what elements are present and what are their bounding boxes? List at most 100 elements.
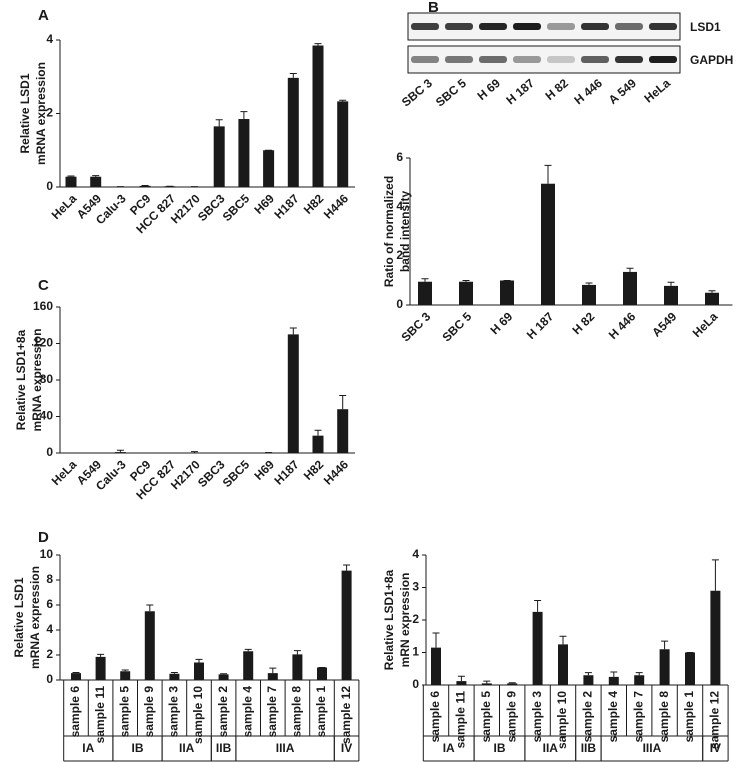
x-tick-label: sample 3 (530, 691, 544, 743)
group-label: IB (494, 741, 506, 755)
group-label: IIIA (276, 741, 295, 755)
y-tick-label: 4 (46, 32, 53, 46)
error-bar (626, 267, 634, 272)
error-bar (289, 327, 297, 335)
error-bar (667, 281, 675, 286)
blot-band (615, 56, 643, 63)
error-bar (584, 672, 592, 676)
bar (312, 435, 324, 453)
y-tick-label: 2 (396, 248, 403, 262)
x-tick-label: H187 (271, 191, 301, 221)
x-tick-label: sample 9 (142, 686, 156, 738)
y-axis-label: Relative LSD1 (18, 73, 32, 153)
error-bar (215, 119, 223, 127)
error-bar (661, 640, 669, 650)
x-tick-label: sample 1 (314, 686, 328, 738)
bar (337, 409, 349, 453)
y-tick-label: 0 (396, 297, 403, 311)
error-bar (240, 111, 248, 120)
bar (710, 590, 721, 685)
error-bar (269, 667, 277, 674)
bar (287, 334, 299, 453)
y-axis-label: mRN expression (398, 573, 412, 668)
error-bar (244, 648, 252, 652)
group-label: IIB (216, 741, 232, 755)
error-bar (67, 175, 75, 177)
blot-band (479, 23, 507, 30)
y-tick-label: 0 (46, 445, 53, 459)
x-tick-label: H 446 (606, 309, 639, 342)
y-axis-label: band intensity (398, 191, 412, 273)
y-tick-label: 160 (33, 299, 53, 313)
error-bar (711, 559, 719, 591)
group-label: IIB (581, 741, 597, 755)
bar (532, 611, 543, 685)
y-tick-label: 0 (412, 677, 419, 691)
y-axis-label: mRNA expression (30, 329, 44, 432)
bar (267, 673, 278, 680)
bar (659, 649, 670, 685)
bar (263, 150, 275, 187)
x-tick-label: sample 4 (240, 686, 254, 738)
blot-band (547, 56, 575, 63)
blot-band (479, 56, 507, 63)
blot-band (411, 56, 439, 63)
bar (705, 292, 719, 305)
x-tick-label: H446 (321, 457, 351, 487)
error-bar (293, 650, 301, 655)
bar (418, 281, 432, 305)
bar (582, 284, 596, 305)
blot-band (513, 56, 541, 63)
bar (218, 674, 229, 680)
error-bar (708, 290, 716, 293)
bar (583, 675, 594, 685)
x-tick-label: H 82 (570, 309, 598, 337)
blot-band (513, 23, 541, 30)
y-axis-label: Relative LSD1 (12, 577, 26, 657)
bar (120, 671, 131, 680)
x-tick-label: sample 1 (682, 691, 696, 743)
x-tick-label: SBC3 (195, 191, 228, 224)
y-tick-label: 0 (46, 672, 53, 686)
bar (292, 654, 303, 680)
y-axis-label: Relative LSD1+8a (382, 569, 396, 670)
y-tick-label: 2 (46, 106, 53, 120)
lane-label: H 69 (475, 76, 504, 103)
x-tick-label: sample 10 (555, 691, 569, 749)
x-tick-label: sample 4 (606, 691, 620, 743)
error-bar (220, 673, 228, 675)
y-axis-label: Relative LSD1+8a (14, 329, 28, 430)
bar (95, 656, 106, 680)
blot-row-label: GAPDH (690, 53, 733, 67)
y-tick-label: 8 (46, 572, 53, 586)
error-bar (635, 672, 643, 676)
x-tick-label: HeLa (49, 191, 80, 222)
error-bar (432, 632, 440, 648)
error-bar (116, 449, 124, 453)
bar (459, 281, 473, 305)
x-tick-label: H 69 (488, 309, 516, 337)
error-bar (314, 429, 322, 436)
error-bar (457, 675, 465, 682)
x-tick-label: sample 12 (339, 686, 353, 744)
y-tick-label: 6 (396, 150, 403, 164)
error-bar (483, 680, 491, 684)
x-tick-label: sample 5 (117, 686, 131, 738)
group-label: IIA (179, 741, 195, 755)
lane-label: H 187 (503, 76, 537, 108)
bar (431, 647, 441, 685)
error-bar (339, 99, 347, 102)
error-bar (170, 672, 178, 674)
blot-band (581, 23, 609, 30)
x-tick-label: H446 (321, 191, 351, 221)
x-tick-label: sample 8 (290, 686, 304, 738)
bar (337, 101, 349, 187)
x-tick-label: HeLa (690, 309, 721, 340)
x-tick-label: SBC3 (195, 457, 228, 490)
error-bar (559, 635, 567, 645)
blot-band (581, 56, 609, 63)
error-bar (92, 175, 100, 177)
bar (243, 651, 254, 680)
blot-band (615, 23, 643, 30)
